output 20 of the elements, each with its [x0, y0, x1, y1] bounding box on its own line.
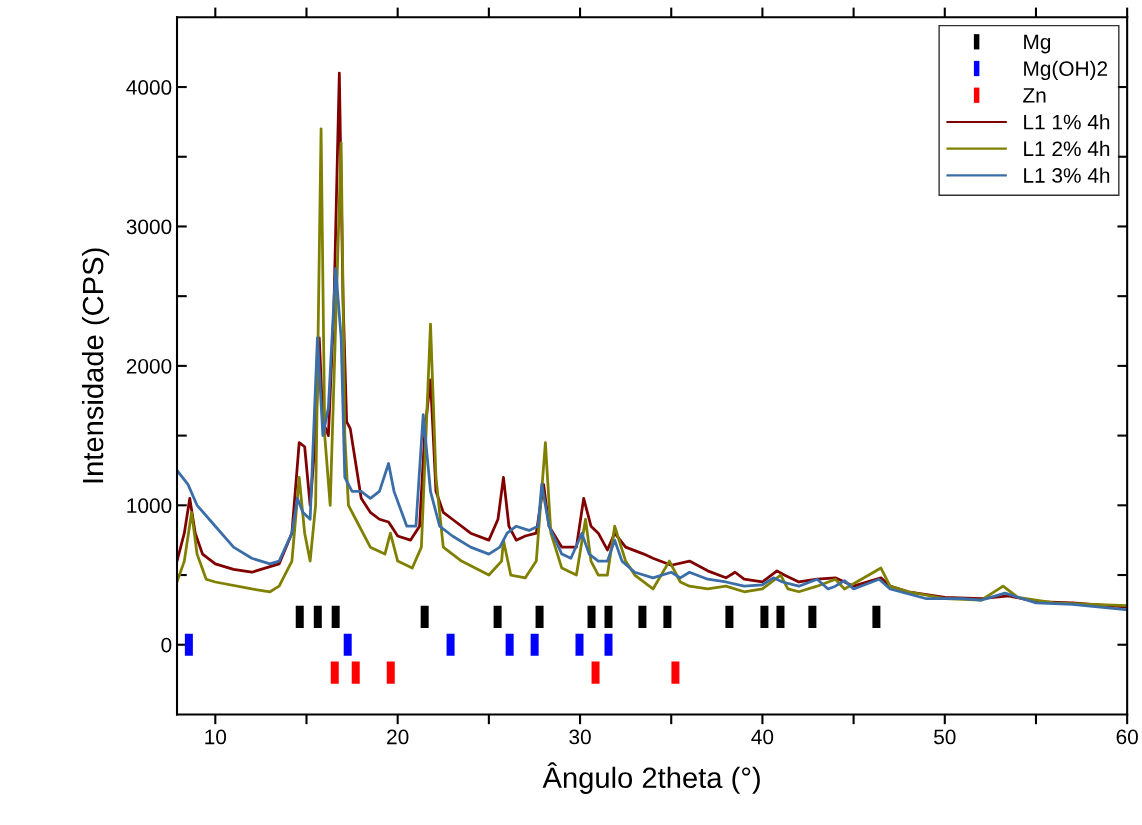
- x-tick-label: 30: [569, 729, 591, 745]
- legend-label: L1 3% 4h: [1024, 167, 1110, 183]
- x-tick-label: 60: [1116, 729, 1138, 745]
- line-series: [177, 266, 1128, 612]
- y-axis-title: Intensidade (CPS): [81, 248, 110, 483]
- legend-label: Mg: [1024, 34, 1051, 54]
- y-tick-label: 1000: [127, 498, 172, 514]
- y-tick-label: 0: [161, 637, 172, 653]
- legend-label: L1 1% 4h: [1024, 114, 1110, 130]
- legend-label: L1 2% 4h: [1024, 140, 1110, 157]
- x-axis-title: Ângulo 2theta (°): [542, 762, 760, 794]
- legend-label: Zn: [1023, 88, 1046, 103]
- y-tick-label: 3000: [126, 219, 172, 235]
- x-tick-label: 40: [751, 729, 774, 745]
- x-tick-label: 50: [934, 729, 956, 745]
- x-tick-label: 10: [205, 729, 227, 745]
- legend-label: Mg(OH)2: [1024, 60, 1108, 81]
- y-tick-label: 2000: [126, 358, 172, 374]
- x-tick-label: 20: [387, 729, 409, 745]
- y-tick-label: 4000: [126, 80, 172, 95]
